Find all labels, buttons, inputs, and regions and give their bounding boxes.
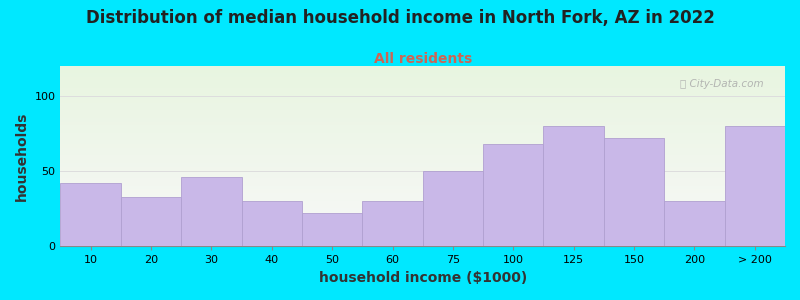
Bar [362,201,422,246]
X-axis label: household income ($1000): household income ($1000) [318,271,527,285]
Bar [121,197,181,246]
Bar [483,144,543,246]
Bar [242,201,302,246]
Text: ⓘ City-Data.com: ⓘ City-Data.com [680,79,763,88]
Title: All residents: All residents [374,52,472,66]
Bar [181,177,242,246]
Y-axis label: households: households [15,112,29,201]
Bar [422,171,483,246]
Bar [302,213,362,246]
Text: Distribution of median household income in North Fork, AZ in 2022: Distribution of median household income … [86,9,714,27]
Bar [61,183,121,246]
Bar [543,126,604,246]
Bar [664,201,725,246]
Bar [725,126,785,246]
Bar [604,138,664,246]
